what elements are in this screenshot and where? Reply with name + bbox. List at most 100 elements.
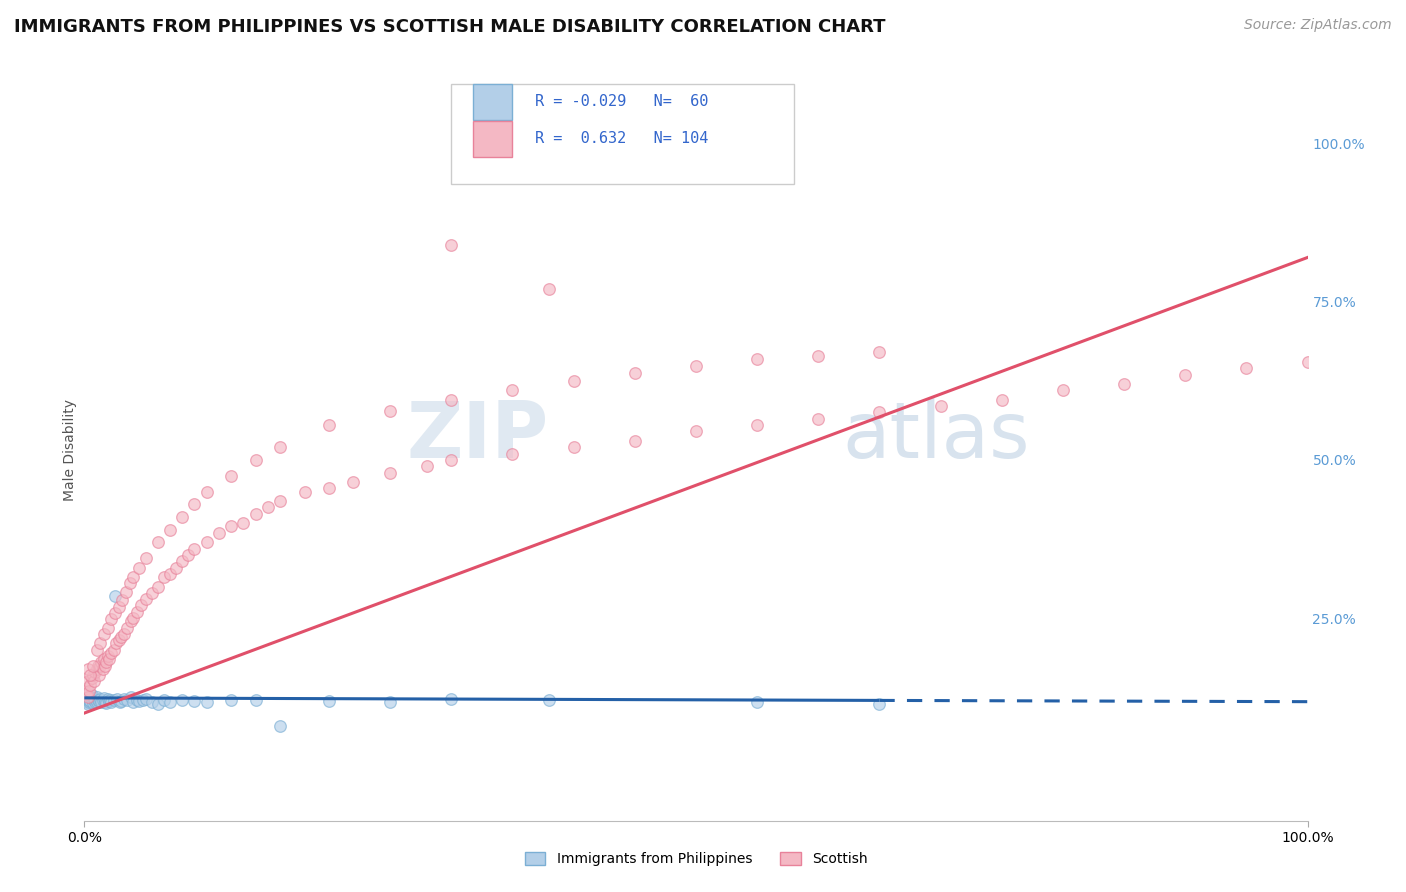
Point [100,646,122,660]
Point [94,658,117,673]
Point [103,693,125,707]
Point [77,690,100,705]
Text: atlas: atlas [842,398,1031,474]
Point [440,453,463,467]
Point [112,692,135,706]
Point [77,697,100,711]
Point [82,696,104,710]
Point [991,392,1014,407]
FancyBboxPatch shape [474,84,513,120]
Point [183,694,205,708]
Point [562,440,585,454]
Point [100,612,122,626]
Point [83,693,105,707]
Point [77,662,100,676]
Text: ZIP: ZIP [406,398,550,474]
Point [115,584,138,599]
Point [624,366,647,380]
Point [87,694,110,708]
Point [153,693,176,707]
Point [318,482,340,496]
Point [245,453,267,467]
Point [129,599,152,613]
Point [75,687,97,701]
Point [93,690,115,705]
Point [1114,377,1136,392]
Point [86,690,108,705]
Point [159,566,181,581]
Point [79,690,101,705]
Point [90,695,112,709]
Point [440,392,463,407]
Point [77,695,100,709]
Point [159,695,181,709]
Point [172,509,194,524]
Point [77,687,100,701]
Point [502,384,524,398]
FancyBboxPatch shape [474,121,513,156]
Point [91,693,114,707]
Point [1236,361,1258,376]
Point [83,690,105,705]
Point [115,693,138,707]
Point [105,636,128,650]
Point [135,551,157,566]
Point [79,694,101,708]
Point [93,652,115,666]
Point [82,658,104,673]
Point [232,516,254,531]
Point [87,658,110,673]
Point [380,466,402,480]
Point [97,652,120,666]
Point [869,345,891,359]
Point [380,403,402,417]
Point [146,697,169,711]
Point [84,665,107,679]
Point [105,692,128,706]
Point [97,692,120,706]
Point [103,642,125,657]
Point [96,656,118,670]
Point [747,695,769,709]
Point [76,690,98,705]
Point [125,693,148,707]
Point [165,560,187,574]
Point [77,674,100,689]
Point [685,359,707,374]
Point [75,693,97,707]
Point [86,695,108,709]
Point [416,459,439,474]
Point [183,541,205,556]
Y-axis label: Male Disability: Male Disability [63,400,77,501]
Point [159,523,181,537]
Point [83,674,105,689]
Point [146,580,169,594]
Point [1052,384,1074,398]
Point [128,694,150,708]
Point [120,615,142,629]
FancyBboxPatch shape [451,84,794,184]
Text: IMMIGRANTS FROM PHILIPPINES VS SCOTTISH MALE DISABILITY CORRELATION CHART: IMMIGRANTS FROM PHILIPPINES VS SCOTTISH … [14,18,886,36]
Point [122,695,145,709]
Point [440,237,463,252]
Point [93,627,115,641]
Point [269,494,291,508]
Point [82,668,104,682]
Point [86,642,108,657]
Point [98,693,121,707]
Point [318,694,340,708]
Point [195,535,218,549]
Point [84,692,107,706]
Text: R =  0.632   N= 104: R = 0.632 N= 104 [534,131,707,146]
Point [135,592,157,607]
Point [807,412,830,426]
Point [87,668,110,682]
Point [257,500,280,515]
Point [91,662,114,676]
Point [97,694,120,708]
Point [79,677,101,691]
Point [122,570,145,584]
Point [77,693,100,707]
Point [538,693,561,707]
Point [685,425,707,439]
